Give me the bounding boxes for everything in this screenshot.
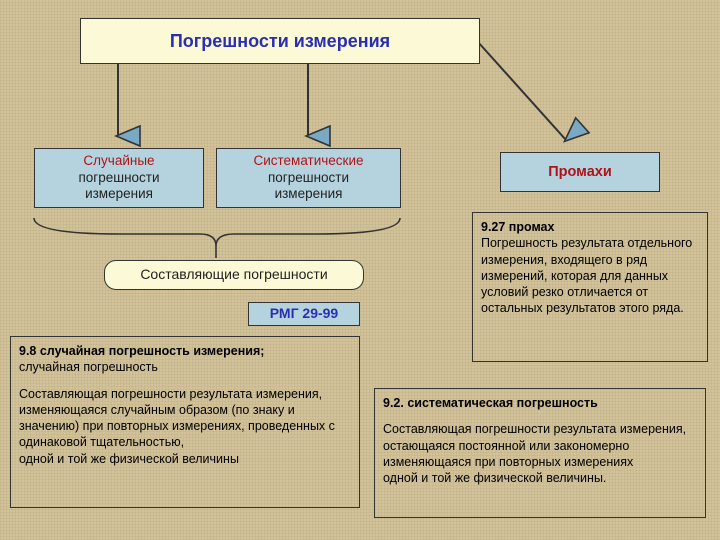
arrow-to-blunder bbox=[478, 42, 566, 140]
node-random: Случайные погрешности измерения bbox=[34, 148, 204, 208]
rmg-text: РМГ 29-99 bbox=[270, 305, 338, 323]
components-box: Составляющие погрешности bbox=[104, 260, 364, 290]
def-systematic: 9.2. систематическая погрешность Составл… bbox=[374, 388, 706, 518]
def-random-title: 9.8 случайная погрешность измерения; bbox=[19, 343, 351, 359]
def-random: 9.8 случайная погрешность измерения; слу… bbox=[10, 336, 360, 508]
def-systematic-body: Составляющая погрешности результата изме… bbox=[383, 421, 697, 486]
def-random-sub: случайная погрешность bbox=[19, 359, 351, 375]
node-random-l2: погрешности bbox=[78, 170, 159, 187]
node-random-l3: измерения bbox=[85, 186, 153, 203]
def-random-body: Составляющая погрешности результата изме… bbox=[19, 386, 351, 467]
title-text: Погрешности измерения bbox=[170, 30, 390, 53]
node-systematic-l3: измерения bbox=[275, 186, 343, 203]
node-systematic-l2: погрешности bbox=[268, 170, 349, 187]
node-systematic: Систематические погрешности измерения bbox=[216, 148, 401, 208]
node-random-l1: Случайные bbox=[83, 153, 154, 170]
rmg-box: РМГ 29-99 bbox=[248, 302, 360, 326]
node-systematic-l1: Систематические bbox=[253, 153, 363, 170]
def-blunder: 9.27 промахПогрешность результата отдель… bbox=[472, 212, 708, 362]
title-box: Погрешности измерения bbox=[80, 18, 480, 64]
node-blunder-l1: Промахи bbox=[548, 163, 612, 181]
def-systematic-title: 9.2. систематическая погрешность bbox=[383, 395, 697, 411]
bracket bbox=[34, 218, 400, 246]
components-text: Составляющие погрешности bbox=[140, 266, 327, 284]
node-blunder: Промахи bbox=[500, 152, 660, 192]
